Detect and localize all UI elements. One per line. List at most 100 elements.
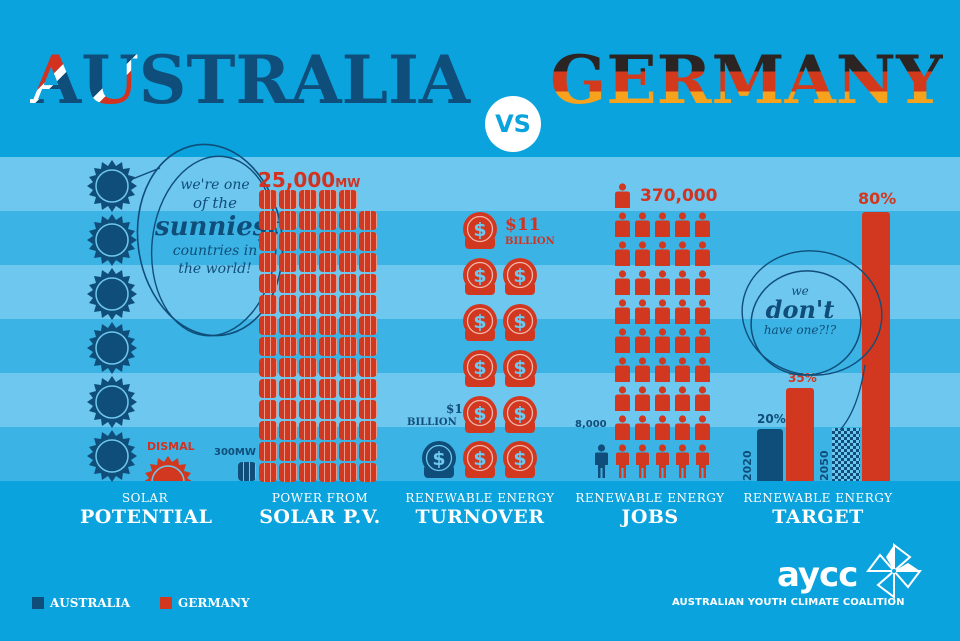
legend-item-australia: AUSTRALIA bbox=[32, 596, 130, 610]
australia-coin-icon: $ bbox=[421, 441, 457, 481]
annotation-line: countries in bbox=[172, 243, 258, 259]
germany-person-icon bbox=[654, 299, 671, 325]
germany-person-icon bbox=[634, 357, 651, 383]
germany-person-icon bbox=[614, 444, 631, 478]
title: AUSTRALIA VS GERMANY bbox=[0, 41, 960, 152]
svg-text:$: $ bbox=[513, 311, 526, 333]
germany-coin-icon: $ bbox=[502, 350, 538, 390]
germany-person-icon bbox=[634, 386, 651, 412]
aycc-logo: aycc AUSTRALIAN YOUTH CLIMATE COALITION bbox=[672, 543, 932, 615]
germany-pv-unit: MW bbox=[335, 176, 361, 190]
sun-icon bbox=[86, 376, 138, 428]
germany-coin-icon: $ bbox=[462, 441, 498, 481]
germany-person-icon bbox=[654, 386, 671, 412]
germany-person-icon bbox=[634, 328, 651, 354]
svg-text:$: $ bbox=[513, 403, 526, 425]
germany-person-icon bbox=[614, 183, 631, 209]
sun-icon bbox=[86, 268, 138, 320]
caption-solar-pv: POWER FROM SOLAR P.V. bbox=[245, 490, 395, 528]
germany-person-icon bbox=[614, 241, 631, 267]
svg-text:$: $ bbox=[432, 448, 445, 470]
svg-text:$: $ bbox=[473, 265, 486, 287]
germany-person-icon bbox=[674, 212, 691, 238]
australia-person-icon bbox=[593, 444, 610, 478]
germany-turnover-unit: BILLION bbox=[505, 236, 555, 247]
germany-coin-icon: $ bbox=[462, 212, 498, 252]
annotation-line: sunniest bbox=[155, 212, 280, 242]
legend-swatch bbox=[160, 597, 173, 609]
australia-turnover-value: $1 bbox=[446, 402, 463, 416]
germany-coin-icon: $ bbox=[502, 258, 538, 298]
germany-person-icon bbox=[614, 299, 631, 325]
svg-text:$: $ bbox=[473, 403, 486, 425]
svg-text:$: $ bbox=[513, 448, 526, 470]
svg-text:$: $ bbox=[473, 219, 486, 241]
germany-person-icon bbox=[654, 212, 671, 238]
sun-icon bbox=[86, 214, 138, 266]
caption-big: TARGET bbox=[772, 506, 864, 528]
germany-person-icon bbox=[634, 241, 651, 267]
germany-person-icon bbox=[694, 386, 711, 412]
caption-big: POTENTIAL bbox=[80, 506, 213, 528]
germany-person-icon bbox=[614, 357, 631, 383]
australia-2050-bar-missing bbox=[832, 428, 860, 481]
germany-person-icon bbox=[614, 415, 631, 441]
target-annotation: we don't have one?!? bbox=[760, 285, 840, 338]
australia-turnover-unit: BILLION bbox=[407, 417, 457, 428]
annotation-line: the world! bbox=[178, 261, 252, 277]
germany-person-icon bbox=[614, 328, 631, 354]
caption-small: POWER FROM bbox=[271, 491, 369, 505]
caption-small: SOLAR bbox=[121, 491, 169, 505]
germany-person-icon bbox=[694, 415, 711, 441]
germany-person-icon bbox=[674, 357, 691, 383]
germany-person-icon bbox=[654, 241, 671, 267]
germany-person-icon bbox=[694, 241, 711, 267]
germany-coin-icon: $ bbox=[462, 258, 498, 298]
germany-solar-label: DISMAL bbox=[147, 440, 195, 453]
sun-icon bbox=[86, 160, 138, 212]
germany-person-icon bbox=[634, 415, 651, 441]
australia-pv-value: 300MW bbox=[214, 447, 256, 458]
germany-person-icon bbox=[694, 212, 711, 238]
title-germany: GERMANY bbox=[550, 41, 944, 119]
germany-person-icon bbox=[654, 415, 671, 441]
germany-person-icon bbox=[694, 357, 711, 383]
legend-item-germany: GERMANY bbox=[160, 596, 250, 610]
germany-person-icon bbox=[694, 444, 711, 478]
germany-coin-icon: $ bbox=[502, 396, 538, 436]
caption-big: TURNOVER bbox=[415, 506, 545, 528]
germany-pv-number: 25,000 bbox=[258, 168, 336, 192]
germany-2050-bar bbox=[862, 212, 890, 481]
germany-2050-label: 80% bbox=[858, 189, 897, 208]
australia-2020-bar bbox=[757, 429, 783, 481]
title-australia-flag-letters: AU bbox=[30, 41, 139, 119]
legend-swatch bbox=[32, 597, 44, 609]
logo-name: AUSTRALIAN YOUTH CLIMATE COALITION bbox=[672, 597, 905, 608]
svg-text:$: $ bbox=[513, 265, 526, 287]
legend-label: AUSTRALIA bbox=[50, 596, 131, 610]
germany-person-icon bbox=[614, 270, 631, 296]
caption-small: RENEWABLE ENERGY bbox=[743, 491, 893, 505]
annotation-line: of the bbox=[193, 194, 237, 212]
australia-2020-label: 20% bbox=[757, 412, 786, 426]
germany-person-icon bbox=[674, 328, 691, 354]
germany-coin-icon: $ bbox=[462, 396, 498, 436]
germany-2020-bar bbox=[786, 388, 814, 481]
germany-person-icon bbox=[674, 299, 691, 325]
germany-turnover-value: $11 bbox=[505, 215, 541, 235]
legend: AUSTRALIA GERMANY bbox=[32, 596, 250, 610]
annotation-line: we bbox=[791, 284, 809, 298]
australia-jobs-value: 8,000 bbox=[575, 419, 607, 430]
germany-person-icon bbox=[634, 299, 651, 325]
germany-coin-icon: $ bbox=[502, 304, 538, 344]
solar-annotation: we're one of the sunniest countries in t… bbox=[155, 176, 280, 278]
germany-person-icon bbox=[694, 328, 711, 354]
germany-coin-icon: $ bbox=[502, 441, 538, 481]
germany-pv-value: 25,000MW bbox=[258, 168, 360, 192]
title-australia-rest: STRALIA bbox=[138, 41, 471, 119]
germany-solar-panels bbox=[259, 190, 379, 484]
germany-person-icon bbox=[634, 444, 651, 478]
legend-label: GERMANY bbox=[178, 596, 250, 610]
germany-person-icon bbox=[674, 241, 691, 267]
australia-solar-panel bbox=[238, 462, 256, 481]
